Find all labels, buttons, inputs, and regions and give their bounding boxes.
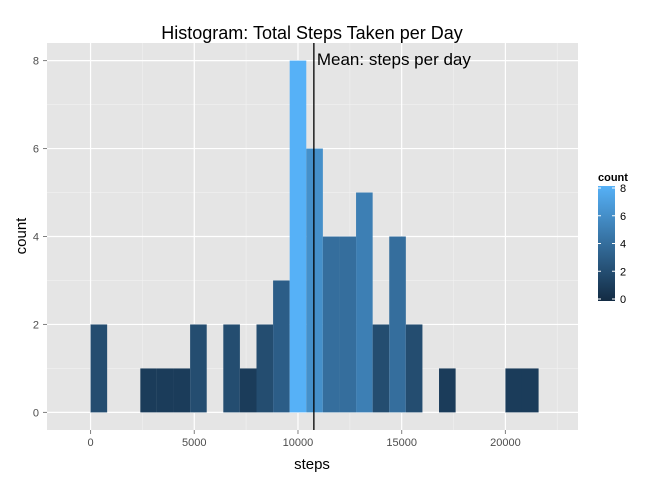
x-tick-label: 20000 [490, 437, 521, 449]
y-tick-label: 8 [33, 56, 39, 68]
x-axis-label: steps [294, 456, 330, 473]
histogram-bar [372, 324, 390, 413]
legend: count 0 2 4 6 8 [598, 172, 628, 306]
histogram-bars [90, 60, 539, 413]
legend-tick-label: 6 [620, 211, 626, 223]
histogram-bar [306, 148, 323, 413]
y-tick-label: 2 [33, 319, 39, 331]
histogram-bar [156, 368, 174, 413]
histogram-bar [256, 324, 274, 413]
histogram-bar [223, 324, 240, 413]
y-axis-label: count [13, 217, 30, 255]
histogram-bar [273, 280, 290, 413]
histogram-bar [339, 236, 357, 413]
legend-colorbar [598, 186, 615, 301]
x-tick-label: 10000 [283, 437, 314, 449]
histogram-bar [173, 368, 191, 413]
histogram-bar [356, 192, 373, 413]
histogram-bar [405, 324, 423, 413]
legend-tick-label: 4 [620, 239, 626, 251]
histogram-bar [389, 236, 406, 413]
chart-title: Histogram: Total Steps Taken per Day [161, 23, 462, 43]
x-tick-label: 5000 [182, 437, 206, 449]
histogram-bar [140, 368, 157, 413]
x-tick-label: 0 [87, 437, 93, 449]
y-tick-label: 4 [33, 232, 39, 244]
mean-line-group: Mean: steps per day [313, 43, 472, 430]
x-tick-label: 15000 [386, 437, 417, 449]
axes: 0 5000 10000 15000 20000 0 2 4 6 8 [33, 56, 521, 449]
histogram-bar [190, 324, 207, 413]
y-tick-label: 0 [33, 407, 39, 419]
legend-title: count [598, 172, 628, 184]
histogram-bar [439, 368, 456, 413]
legend-tick-label: 8 [620, 183, 626, 195]
histogram-bar [239, 368, 257, 413]
histogram-bar [505, 368, 522, 413]
histogram-bar [521, 368, 539, 413]
legend-tick-label: 0 [620, 294, 626, 306]
mean-line-label: Mean: steps per day [317, 50, 472, 69]
histogram-bar [322, 236, 340, 413]
histogram-bar [90, 324, 108, 413]
y-tick-label: 6 [33, 144, 39, 156]
histogram-bar [289, 60, 307, 413]
legend-tick-label: 2 [620, 266, 626, 278]
